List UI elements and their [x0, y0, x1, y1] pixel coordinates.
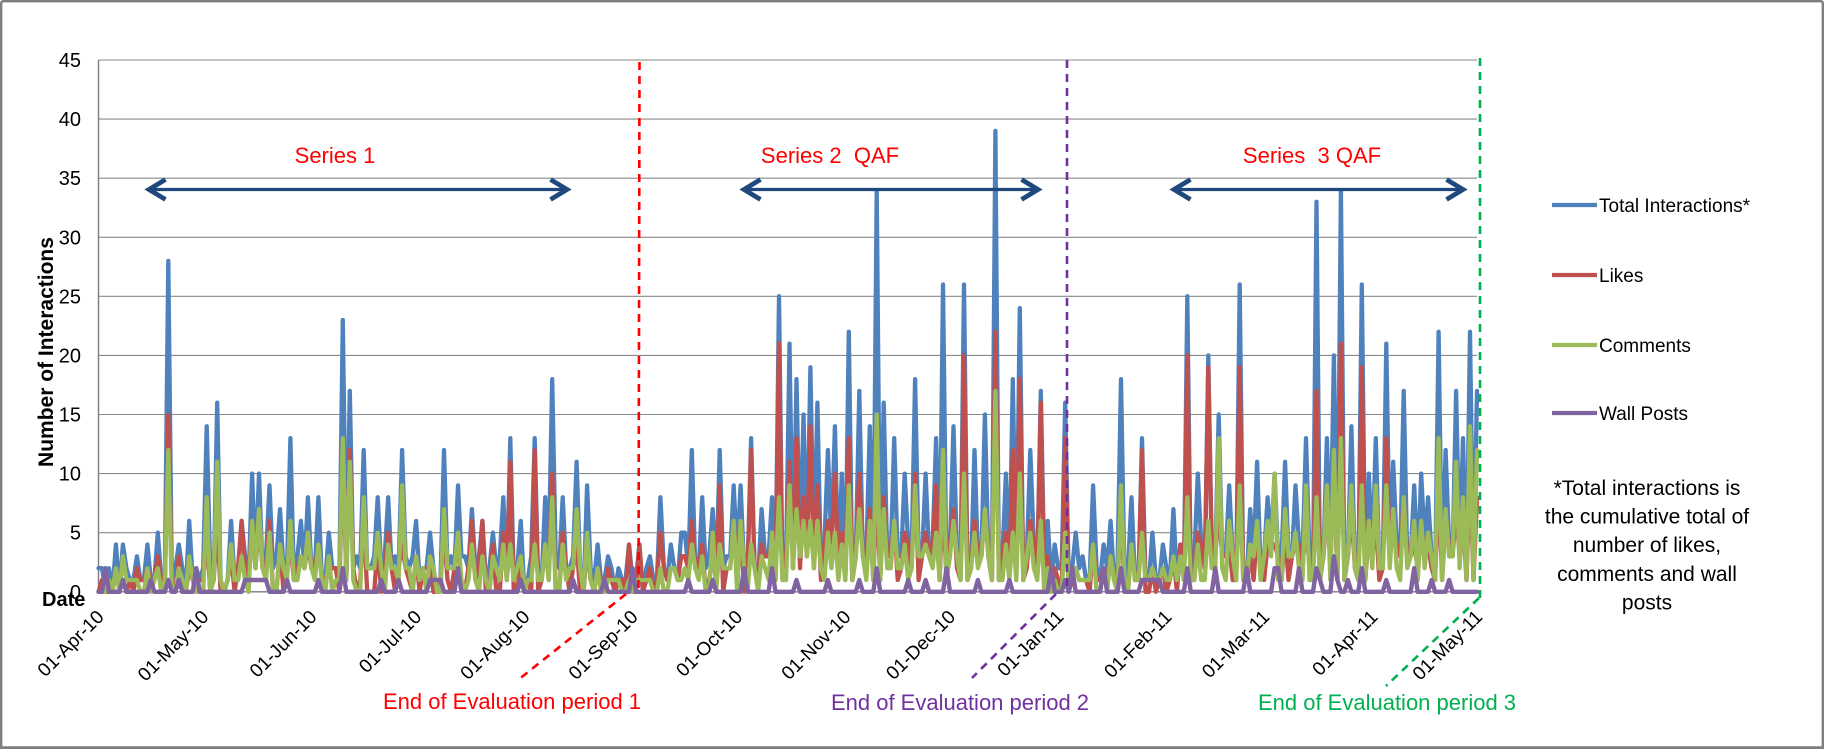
svg-text:Series 1: Series 1: [295, 143, 376, 168]
svg-text:30: 30: [59, 227, 81, 249]
svg-text:Series 2 QAF: Series 2 QAF: [761, 143, 899, 168]
svg-text:comments and wall: comments and wall: [1557, 563, 1737, 586]
svg-text:25: 25: [59, 286, 81, 308]
svg-text:End of Evaluation period 3: End of Evaluation period 3: [1258, 690, 1516, 715]
svg-text:number of likes,: number of likes,: [1573, 534, 1721, 557]
svg-text:Comments: Comments: [1599, 336, 1691, 357]
svg-text:posts: posts: [1622, 591, 1672, 614]
svg-text:35: 35: [59, 168, 81, 190]
svg-text:Number of Interactions: Number of Interactions: [35, 237, 58, 467]
svg-text:End of Evaluation period 1: End of Evaluation period 1: [383, 689, 641, 714]
svg-text:the cumulative total of: the cumulative total of: [1545, 506, 1749, 529]
svg-text:5: 5: [70, 523, 81, 545]
svg-text:10: 10: [59, 464, 81, 486]
svg-text:45: 45: [59, 50, 81, 72]
svg-text:Total Interactions*: Total Interactions*: [1599, 196, 1751, 217]
svg-text:Series 3 QAF: Series 3 QAF: [1243, 143, 1381, 168]
svg-text:Likes: Likes: [1599, 266, 1643, 287]
svg-text:0: 0: [70, 582, 81, 604]
svg-text:Date: Date: [42, 589, 85, 611]
svg-text:15: 15: [59, 405, 81, 427]
svg-text:End of Evaluation period 2: End of Evaluation period 2: [831, 690, 1089, 715]
svg-text:*Total interactions is: *Total interactions is: [1554, 477, 1741, 500]
svg-text:Wall Posts: Wall Posts: [1599, 404, 1688, 425]
svg-text:40: 40: [59, 109, 81, 131]
svg-text:20: 20: [59, 345, 81, 367]
